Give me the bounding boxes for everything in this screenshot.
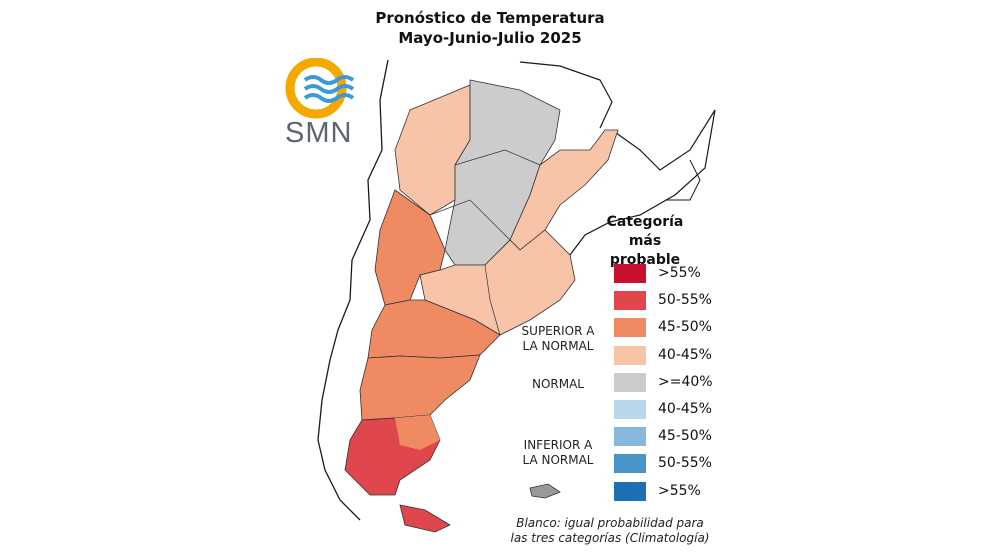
footnote: Blanco: igual probabilidad para las tres… <box>510 516 710 546</box>
legend-label: 50-55% <box>658 292 712 309</box>
title-line-1: Pronóstico de Temperatura <box>375 9 605 27</box>
category-inferior-line-2: LA NORMAL <box>522 453 594 467</box>
smn-logo-icon <box>285 58 355 119</box>
category-superior-line-1: SUPERIOR A <box>521 324 595 338</box>
legend-category-inferior: INFERIOR A LA NORMAL <box>508 438 608 468</box>
legend-category-normal: NORMAL <box>531 377 584 391</box>
legend-label: 50-55% <box>658 455 712 472</box>
legend-swatch <box>614 264 646 283</box>
legend-swatch <box>614 372 646 392</box>
legend-swatch <box>614 481 646 501</box>
legend-label: >55% <box>658 482 701 499</box>
north-neighbour-border <box>519 61 613 129</box>
province-border-3 <box>429 199 511 241</box>
legend-title: Categoría más probable <box>590 213 700 270</box>
legend-swatch <box>614 291 646 311</box>
legend-label: >=40% <box>658 373 713 390</box>
legend-label: 40-45% <box>658 401 712 417</box>
province-border-1 <box>454 149 541 166</box>
legend-swatch <box>614 454 646 474</box>
legend-label: 45-50% <box>658 319 712 336</box>
region-south-patagonia-mid <box>395 415 440 450</box>
legend-swatch <box>614 400 646 419</box>
region-cuyo <box>374 189 446 306</box>
legend-swatch <box>614 345 646 365</box>
uruguay-brazil-coast <box>569 109 716 256</box>
footnote-line-1: Blanco: igual probabilidad para <box>516 516 704 530</box>
legend-label: 45-50% <box>658 428 712 445</box>
title-line-2: Mayo-Junio-Julio 2025 <box>398 29 582 47</box>
legend-label: 40-45% <box>658 346 712 363</box>
region-tierra-del-fuego <box>399 504 451 533</box>
malvinas-islands <box>529 483 561 499</box>
chile-coastline <box>317 59 389 521</box>
legend-swatch <box>614 427 646 447</box>
smn-logo-text: SMN <box>285 117 353 149</box>
province-border-2 <box>484 264 501 336</box>
legend-title-line-1: Categoría más <box>606 214 684 249</box>
footnote-line-2: las tres categorías (Climatología) <box>510 531 710 545</box>
category-superior-line-2: LA NORMAL <box>522 339 594 353</box>
map-title: Pronóstico de Temperatura Mayo-Junio-Jul… <box>330 8 650 48</box>
category-inferior-line-1: INFERIOR A <box>523 438 593 452</box>
legend-category-superior: SUPERIOR A LA NORMAL <box>508 324 608 354</box>
region-central-patagonia <box>359 354 481 421</box>
region-north-patagonia <box>367 299 501 359</box>
legend-swatch <box>614 318 646 338</box>
eastern-coast-detail <box>665 159 701 201</box>
legend-label: >55% <box>658 265 701 281</box>
